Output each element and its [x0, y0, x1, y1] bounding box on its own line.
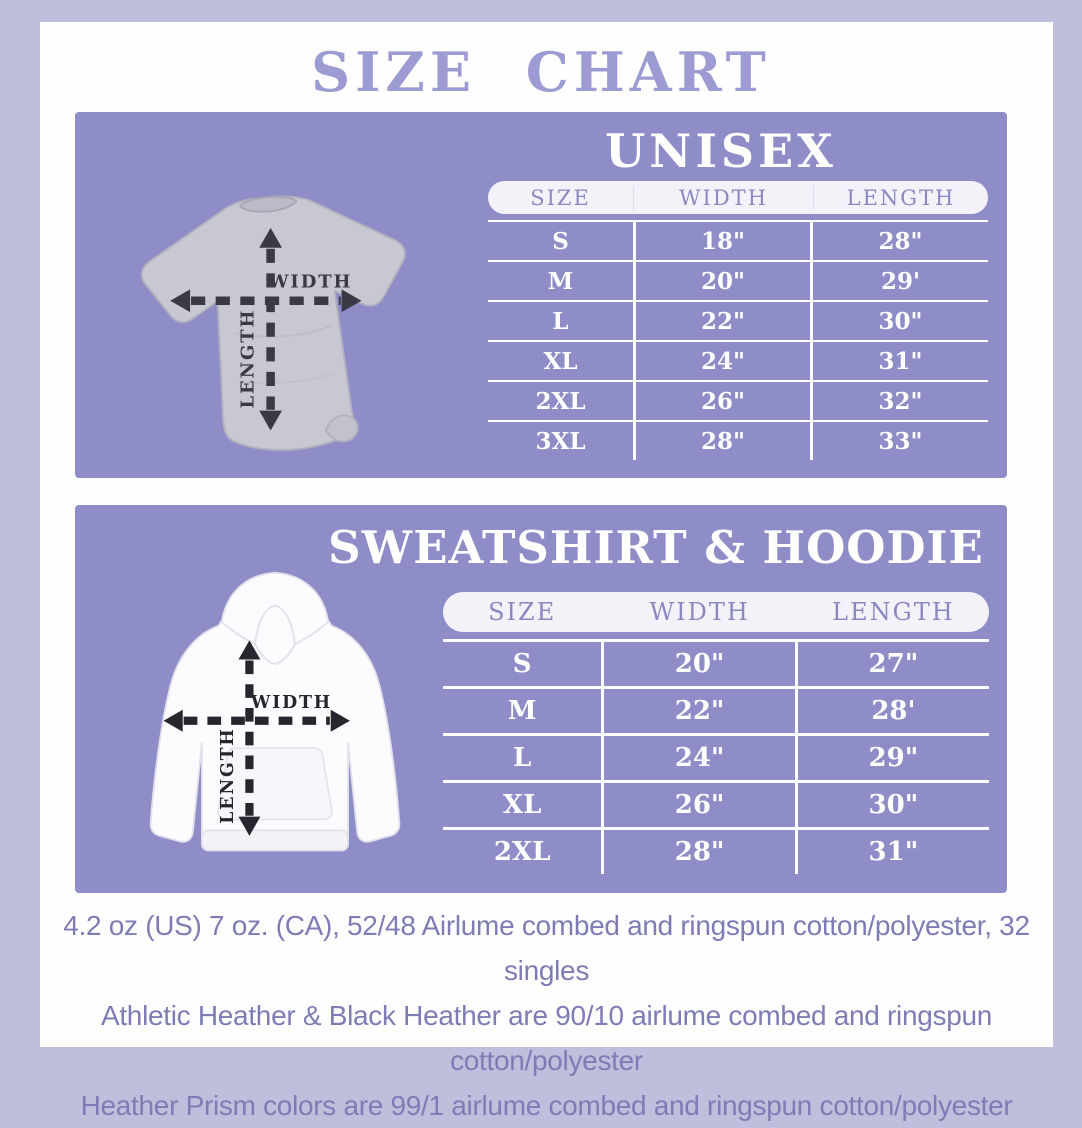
hoodie-size-table: SIZE WIDTH LENGTH S 20" 27" M 22" 28' L …	[443, 592, 989, 874]
length-cell: 29'	[880, 267, 921, 295]
size-cell: M	[547, 267, 574, 295]
page-title: SIZE CHART	[311, 40, 771, 104]
length-cell: 29"	[868, 743, 919, 773]
fabric-info: 4.2 oz (US) 7 oz. (CA), 52/48 Airlume co…	[40, 903, 1053, 1128]
width-arrow-icon	[170, 289, 362, 313]
unisex-panel: UNISEX WIDTH LENGTH SIZE WIDTH LENGTH	[75, 112, 1007, 478]
size-cell: 2XL	[535, 387, 586, 415]
header-cell-width: WIDTH	[649, 598, 750, 626]
table-row: S 20" 27"	[443, 639, 989, 686]
header-cell-width: WIDTH	[633, 185, 813, 210]
tshirt-shape	[140, 195, 406, 451]
table-row: M 22" 28'	[443, 686, 989, 733]
width-cell: 20"	[601, 642, 798, 686]
table-row: M 20" 29'	[488, 260, 988, 300]
length-label: LENGTH	[218, 727, 238, 823]
width-cell: 28"	[601, 830, 798, 874]
header-cell-size: SIZE	[530, 185, 591, 210]
size-cell: L	[552, 307, 569, 335]
width-cell: 24"	[633, 342, 813, 380]
size-cell: XL	[543, 347, 578, 375]
size-cell: L	[513, 743, 532, 773]
width-label: WIDTH	[250, 693, 332, 713]
length-cell: 30"	[878, 307, 923, 335]
fabric-info-line: 4.2 oz (US) 7 oz. (CA), 52/48 Airlume co…	[63, 910, 1030, 986]
table-row: S 18" 28"	[488, 220, 988, 260]
width-cell: 18"	[633, 222, 813, 260]
length-cell: 28'	[871, 696, 916, 726]
header-cell-length: LENGTH	[813, 185, 988, 210]
width-label: WIDTH	[267, 272, 352, 293]
table-row: 2XL 28" 31"	[443, 827, 989, 874]
size-cell: S	[552, 227, 569, 255]
table-rows: S 18" 28" M 20" 29' L 22" 30" XL 24" 31"…	[488, 220, 988, 460]
fabric-info-line: Athletic Heather & Black Heather are 90/…	[100, 1000, 993, 1076]
length-cell: 27"	[868, 649, 919, 679]
width-cell: 20"	[633, 262, 813, 300]
length-cell: 31"	[868, 837, 919, 867]
table-row: XL 26" 30"	[443, 780, 989, 827]
sweatshirt-hoodie-heading: SWEATSHIRT & HOODIE	[328, 521, 984, 574]
table-row: 2XL 26" 32"	[488, 380, 988, 420]
size-cell: M	[507, 696, 537, 726]
table-header: SIZE WIDTH LENGTH	[488, 181, 988, 214]
table-row: 3XL 28" 33"	[488, 420, 988, 460]
unisex-heading: UNISEX	[605, 124, 837, 178]
length-cell: 28"	[878, 227, 923, 255]
header-cell-length: LENGTH	[832, 598, 955, 626]
width-cell: 22"	[601, 689, 798, 733]
size-cell: XL	[502, 790, 542, 820]
header-cell-size: SIZE	[488, 598, 557, 626]
width-cell: 22"	[633, 302, 813, 340]
table-header: SIZE WIDTH LENGTH	[443, 592, 989, 632]
width-cell: 26"	[633, 382, 813, 420]
fabric-info-line: Heather Prism colors are 99/1 airlume co…	[80, 1090, 1013, 1121]
width-arrow-icon	[163, 709, 350, 732]
length-cell: 31"	[878, 347, 923, 375]
length-arrow-icon	[238, 640, 261, 836]
tshirt-illustration: WIDTH LENGTH	[140, 195, 406, 451]
size-cell: 3XL	[535, 427, 586, 455]
width-cell: 24"	[601, 736, 798, 780]
table-row: L 22" 30"	[488, 300, 988, 340]
length-cell: 30"	[868, 790, 919, 820]
length-cell: 32"	[878, 387, 923, 415]
unisex-size-table: SIZE WIDTH LENGTH S 18" 28" M 20" 29' L …	[488, 181, 988, 460]
table-rows: S 20" 27" M 22" 28' L 24" 29" XL 26" 30"…	[443, 639, 989, 874]
table-row: L 24" 29"	[443, 733, 989, 780]
table-row: XL 24" 31"	[488, 340, 988, 380]
sweatshirt-hoodie-panel: SWEATSHIRT & HOODIE WIDTH LENGTH SIZE WI…	[75, 505, 1007, 893]
width-cell: 26"	[601, 783, 798, 827]
width-cell: 28"	[633, 422, 813, 460]
length-arrow-icon	[259, 227, 282, 431]
length-cell: 33"	[878, 427, 923, 455]
length-label: LENGTH	[238, 309, 259, 409]
size-cell: 2XL	[493, 837, 551, 867]
size-cell: S	[512, 649, 532, 679]
hoodie-illustration: WIDTH LENGTH	[149, 571, 401, 852]
